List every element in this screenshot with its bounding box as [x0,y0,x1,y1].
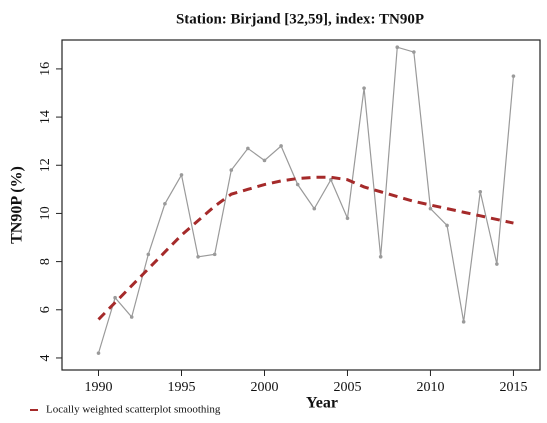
x-tick-label: 2015 [499,380,527,395]
legend-label: Locally weighted scatterplot smoothing [46,404,221,416]
data-point [461,320,466,324]
data-point [312,206,317,211]
data-line [97,46,515,354]
x-tick-label: 2005 [333,380,361,395]
y-tick-label: 14 [38,110,53,124]
data-point [146,252,151,257]
data-point [179,173,184,177]
x-tick-label: 1990 [85,380,113,395]
y-axis-label: TN90P (%) [9,166,26,244]
data-point [412,50,416,54]
data-point [113,295,117,300]
data-point [279,144,283,148]
data-point [96,351,101,355]
x-tick-label: 1995 [168,380,196,395]
data-point [262,158,267,163]
data-point [345,216,350,221]
data-point [362,86,366,90]
y-tick-label: 4 [38,354,53,361]
x-tick-label: 2000 [250,380,278,395]
data-point [445,223,449,228]
y-tick-label: 16 [38,62,53,76]
data-point [378,254,383,259]
data-point [196,254,200,259]
data-point [246,146,250,151]
data-point [163,201,167,206]
plot-frame [61,39,541,371]
data-point [129,315,134,319]
x-tick-label: 2010 [416,380,444,395]
y-tick-label: 8 [38,258,53,265]
y-tick-label: 12 [38,158,53,172]
data-point [428,206,433,211]
y-tick-label: 10 [38,206,53,220]
data-point [511,74,516,78]
chart-title: Station: Birjand [32,59], index: TN90P [176,11,424,27]
y-tick-label: 6 [38,306,53,313]
data-point [212,252,217,257]
data-point [478,189,483,194]
data-point [495,262,499,266]
x-axis-label: Year [306,395,338,412]
data-point [395,45,400,50]
data-point [295,182,300,187]
data-point [229,168,234,172]
smooth-line [97,175,514,321]
